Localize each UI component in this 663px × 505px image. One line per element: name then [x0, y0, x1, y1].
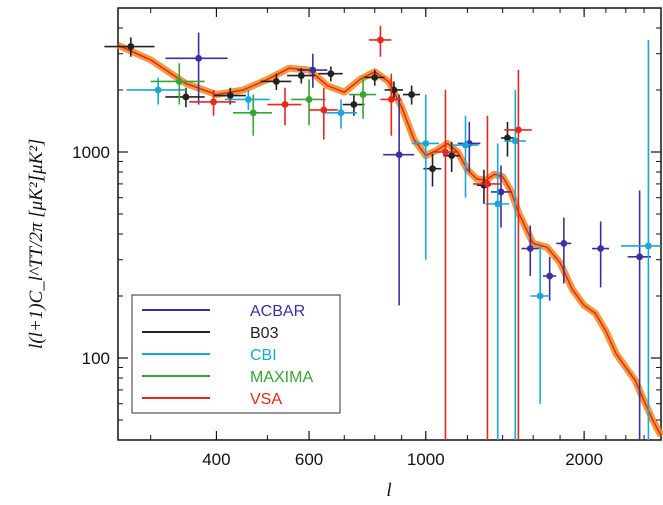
- data-point: [484, 180, 491, 188]
- data-point: [359, 91, 367, 98]
- y-axis: 100 1000 [μK²]: [26, 27, 661, 421]
- data-point: [597, 245, 605, 252]
- legend-label-vsa: VSA: [250, 391, 282, 408]
- data-point: [442, 148, 449, 156]
- data-point: [448, 152, 456, 160]
- data-point: [560, 240, 568, 247]
- data-point: [371, 74, 379, 81]
- legend-label-acbar: ACBAR: [250, 303, 305, 320]
- data-point: [195, 54, 203, 62]
- data-point: [387, 96, 395, 103]
- x-tick-label: 600: [295, 450, 323, 469]
- data-point: [408, 91, 416, 98]
- data-point: [511, 137, 519, 145]
- data-point: [422, 140, 430, 147]
- data-point: [390, 86, 398, 94]
- y-axis-label: l(l+1)C_l^TT/2π [μK²]: [26, 175, 47, 349]
- data-point: [429, 165, 436, 173]
- y-tick-label: 1000: [72, 143, 110, 162]
- legend-items: ACBAR B03 CBI MAXIMA VSA: [142, 303, 313, 408]
- series-maxima: [150, 63, 377, 136]
- data-point: [182, 93, 190, 101]
- data-point: [515, 126, 522, 134]
- model-curve-layer: [116, 42, 663, 438]
- data-point: [377, 36, 384, 44]
- data-point: [272, 78, 280, 85]
- x-tick-label: 2000: [565, 450, 603, 469]
- data-point: [395, 151, 403, 159]
- data-point: [350, 101, 358, 108]
- data-point: [526, 245, 534, 252]
- x-tick-label: 400: [202, 450, 230, 469]
- data-point: [320, 106, 328, 114]
- model-curve-line: [117, 44, 662, 436]
- data-point: [249, 109, 257, 117]
- x-axis: 400 600 1000 2000: [150, 8, 645, 469]
- data-point: [546, 272, 554, 280]
- data-point: [127, 43, 135, 50]
- data-point: [327, 70, 335, 78]
- data-point: [636, 253, 644, 261]
- legend: ACBAR B03 CBI MAXIMA VSA: [131, 294, 341, 414]
- data-point: [297, 72, 305, 79]
- data-point: [154, 86, 162, 94]
- series-layer: [104, 25, 661, 440]
- data-point: [504, 134, 511, 142]
- legend-label-b03: B03: [250, 325, 279, 342]
- y-tick-label: 100: [82, 349, 110, 368]
- data-point: [210, 98, 217, 106]
- data-point: [309, 66, 317, 74]
- data-point: [175, 78, 183, 85]
- data-point: [305, 96, 313, 103]
- data-point: [226, 92, 234, 99]
- data-point: [494, 200, 502, 208]
- series-acbar: [165, 32, 651, 440]
- data-point: [462, 141, 469, 149]
- series-vsa: [189, 25, 532, 440]
- series-cbi: [126, 39, 661, 440]
- data-point: [281, 101, 289, 108]
- x-axis-label: l: [386, 480, 391, 501]
- data-point: [536, 292, 544, 300]
- data-point: [244, 96, 252, 103]
- y-unit-label: [μK²]: [26, 139, 47, 182]
- x-tick-label: 1000: [407, 450, 445, 469]
- data-point: [497, 188, 505, 196]
- legend-label-maxima: MAXIMA: [250, 369, 313, 386]
- data-point: [337, 109, 345, 117]
- data-point: [645, 242, 652, 250]
- legend-label-cbi: CBI: [250, 347, 277, 364]
